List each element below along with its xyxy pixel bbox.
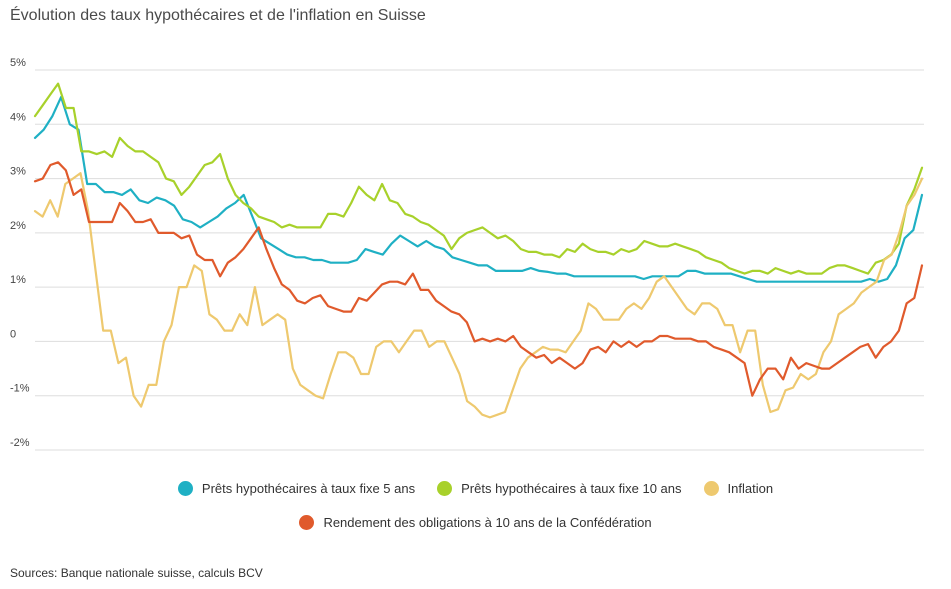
series-line-2[interactable] xyxy=(33,172,924,419)
legend-label-fix5: Prêts hypothécaires à taux fixe 5 ans xyxy=(201,481,416,496)
series-line-0[interactable] xyxy=(33,96,924,283)
y-tick-label: 4% xyxy=(10,111,26,123)
y-tick-label: 1% xyxy=(10,274,26,286)
legend-swatch-fix5 xyxy=(177,481,193,496)
series-lines xyxy=(33,82,924,419)
chart-title: Évolution des taux hypothécaires et de l… xyxy=(10,7,426,24)
line-chart: 5% 4% 3% 2% 1% 0 -1% -2% xyxy=(10,57,924,451)
series-line-3[interactable] xyxy=(33,161,924,397)
legend-item-fix5[interactable]: Prêts hypothécaires à taux fixe 5 ans xyxy=(177,481,416,496)
y-tick-label: 0 xyxy=(10,328,16,340)
legend-label-bond: Rendement des obligations à 10 ans de la… xyxy=(323,515,652,530)
legend-row-1: Prêts hypothécaires à taux fixe 5 ans Pr… xyxy=(0,481,951,496)
y-tick-label: 5% xyxy=(10,57,26,69)
y-tick-label: 3% xyxy=(10,166,26,178)
y-tick-label: -1% xyxy=(10,383,30,395)
series-line-1[interactable] xyxy=(33,82,924,275)
source-note: Sources: Banque nationale suisse, calcul… xyxy=(10,566,263,580)
legend-item-inflation[interactable]: Inflation xyxy=(703,481,774,496)
legend-label-inflation: Inflation xyxy=(727,481,774,496)
y-axis-tick-labels: 5% 4% 3% 2% 1% 0 -1% -2% xyxy=(10,57,30,449)
legend-item-bond[interactable]: Rendement des obligations à 10 ans de la… xyxy=(299,515,652,530)
y-tick-label: 2% xyxy=(10,220,26,232)
legend-item-fix10[interactable]: Prêts hypothécaires à taux fixe 10 ans xyxy=(437,481,682,496)
legend-label-fix10: Prêts hypothécaires à taux fixe 10 ans xyxy=(461,481,682,496)
grid-lines xyxy=(35,69,924,451)
legend-swatch-fix10 xyxy=(437,481,453,496)
legend-row-2: Rendement des obligations à 10 ans de la… xyxy=(0,515,951,530)
legend-swatch-bond xyxy=(299,515,315,530)
legend-swatch-inflation xyxy=(703,481,719,496)
y-tick-label: -2% xyxy=(10,437,30,449)
